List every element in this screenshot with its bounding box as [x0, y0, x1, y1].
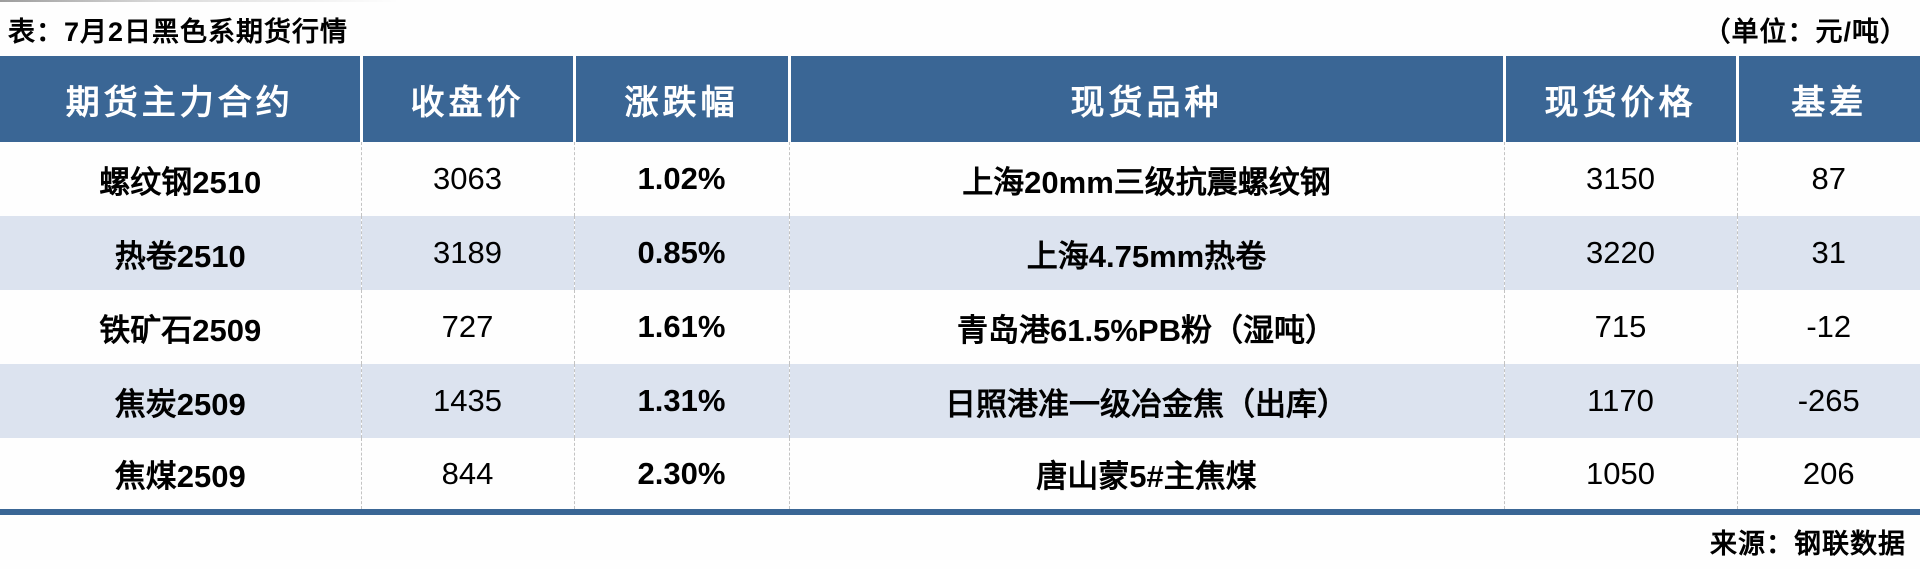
header-cell-change: 涨跌幅: [572, 56, 789, 142]
table-row: 焦炭2509 1435 1.31% 日照港准一级冶金焦（出库） 1170 -26…: [0, 364, 1920, 438]
header-cell-contract: 期货主力合约: [0, 56, 361, 142]
cell-close: 3063: [361, 142, 575, 216]
cell-close: 1435: [361, 364, 575, 438]
cell-spot-price: 1170: [1504, 364, 1738, 438]
table-row: 螺纹钢2510 3063 1.02% 上海20mm三级抗震螺纹钢 3150 87: [0, 142, 1920, 216]
header-cell-close: 收盘价: [359, 56, 574, 142]
futures-quotes-table: 期货主力合约 收盘价 涨跌幅 现货品种 现货价格 基差 螺纹钢2510 3063…: [0, 56, 1920, 515]
cell-basis: 31: [1811, 235, 1846, 270]
unit-note: （单位：元/吨）: [1703, 17, 1908, 47]
cell-spot-product: 日照港准一级冶金焦（出库）: [789, 364, 1505, 438]
cell-change: 1.61%: [574, 290, 790, 364]
cell-spot-product: 上海20mm三级抗震螺纹钢: [789, 142, 1505, 216]
top-edge-artifact: [0, 0, 400, 2]
cell-basis: -12: [1806, 309, 1852, 344]
cell-spot-price: 3150: [1504, 142, 1738, 216]
header-cell-spot-price: 现货价格: [1502, 56, 1737, 142]
cell-spot-product: 唐山蒙5#主焦煤: [789, 438, 1505, 512]
cell-change: 1.31%: [574, 364, 790, 438]
table-title: 表：7月2日黑色系期货行情: [8, 17, 349, 47]
data-source-label: 来源：钢联数据: [1710, 529, 1906, 559]
cell-basis: 87: [1811, 161, 1846, 196]
cell-basis: 206: [1802, 455, 1855, 491]
cell-spot-price: 1050: [1504, 438, 1738, 512]
header-row: 期货主力合约 收盘价 涨跌幅 现货品种 现货价格 基差: [0, 56, 1920, 142]
header-cell-spot-product: 现货品种: [787, 56, 1504, 142]
cell-contract: 铁矿石2509: [0, 290, 362, 364]
cell-close: 3189: [361, 216, 575, 290]
cell-contract: 热卷2510: [0, 216, 362, 290]
cell-close: 844: [361, 438, 575, 512]
table-row: 铁矿石2509 727 1.61% 青岛港61.5%PB粉（湿吨） 715 -1…: [0, 290, 1920, 364]
cell-change: 1.02%: [574, 142, 790, 216]
cell-contract: 焦炭2509: [0, 364, 362, 438]
cell-change: 0.85%: [574, 216, 790, 290]
cell-spot-price: 715: [1504, 290, 1738, 364]
table-caption-bar: 表：7月2日黑色系期货行情 （单位：元/吨）: [0, 0, 1920, 56]
cell-spot-product: 上海4.75mm热卷: [789, 216, 1505, 290]
cell-basis: -265: [1797, 383, 1860, 418]
header-cell-basis: 基差: [1735, 56, 1920, 142]
cell-contract: 螺纹钢2510: [0, 142, 362, 216]
cell-spot-price: 3220: [1504, 216, 1738, 290]
cell-change: 2.30%: [574, 438, 790, 512]
cell-spot-product: 青岛港61.5%PB粉（湿吨）: [789, 290, 1505, 364]
cell-contract: 焦煤2509: [0, 438, 362, 512]
table-row: 焦煤2509 844 2.30% 唐山蒙5#主焦煤 1050 206: [0, 438, 1920, 512]
table-row: 热卷2510 3189 0.85% 上海4.75mm热卷 3220 31: [0, 216, 1920, 290]
cell-close: 727: [361, 290, 575, 364]
